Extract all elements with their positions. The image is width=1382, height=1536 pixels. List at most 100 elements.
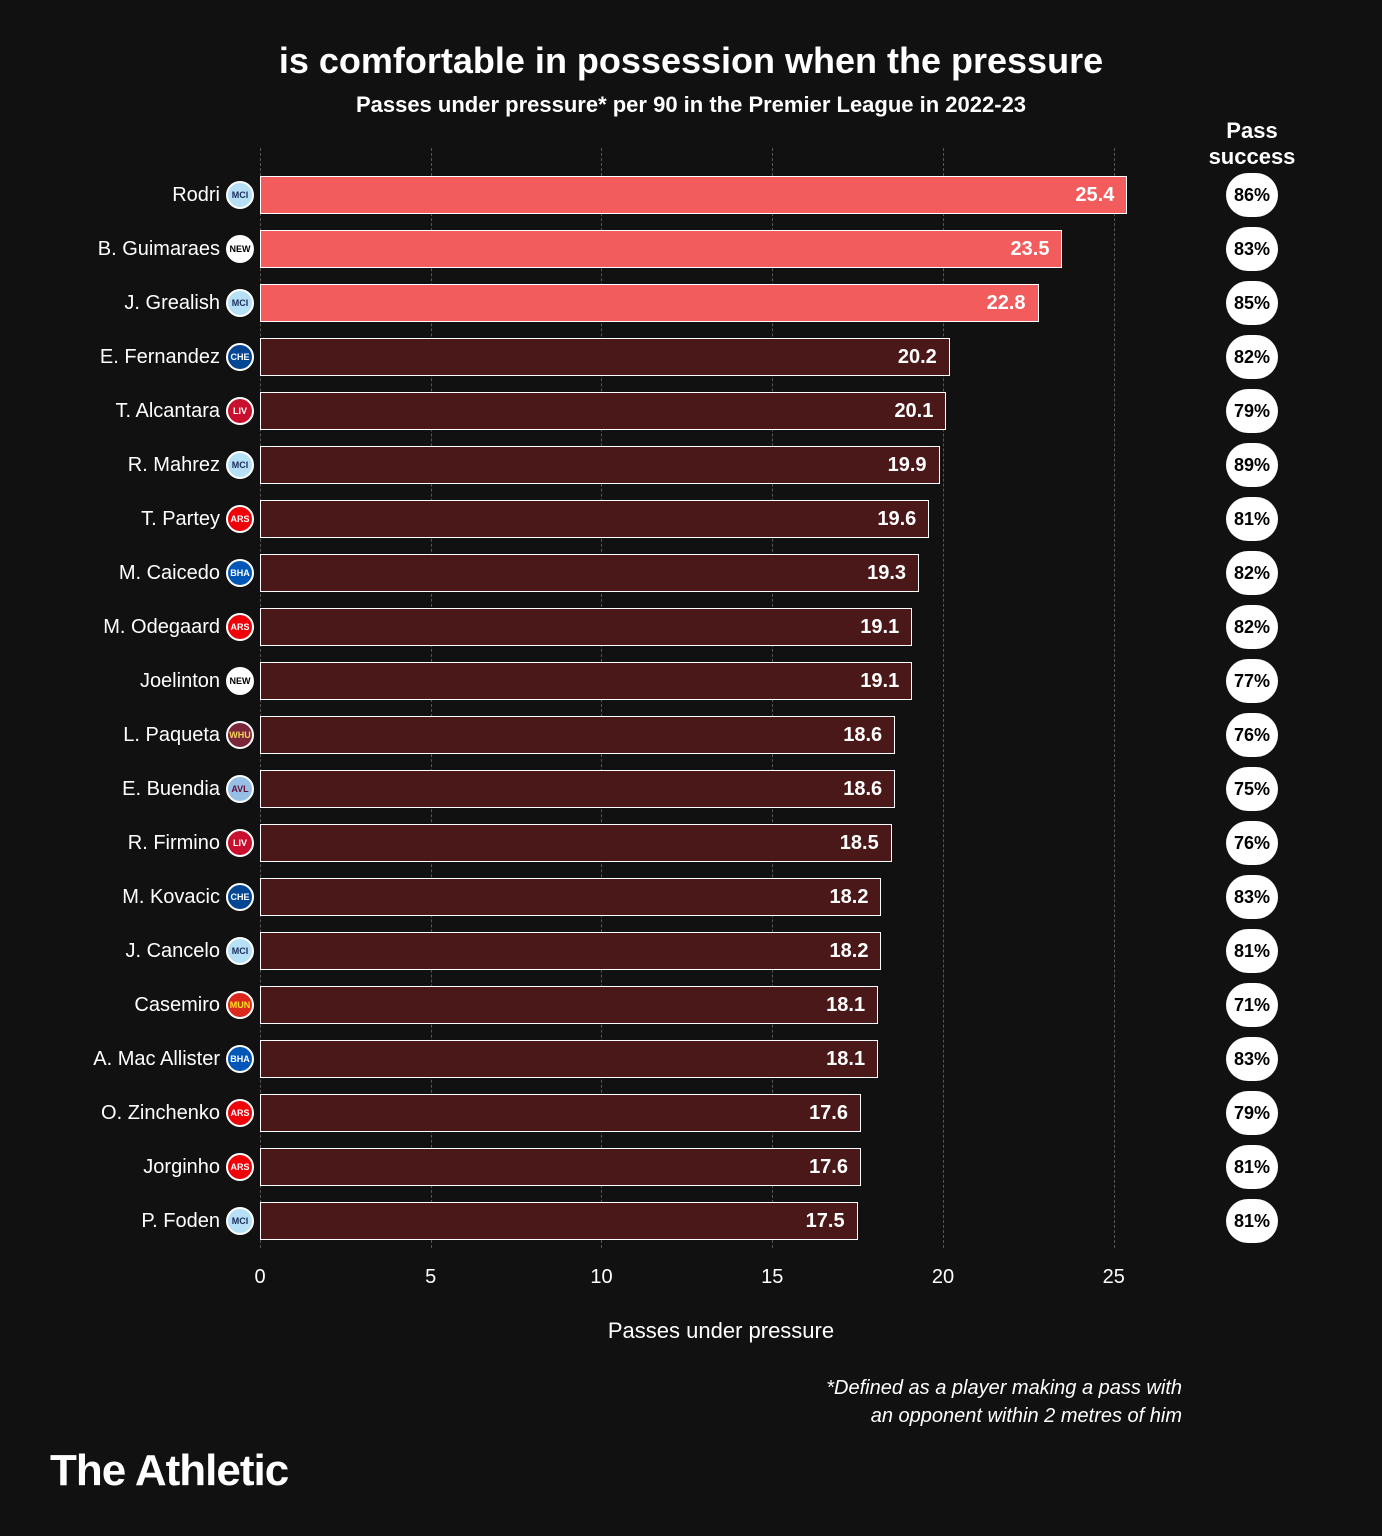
bar: 20.1	[260, 392, 946, 430]
player-label: M. Kovacic	[60, 886, 220, 909]
bar-row: P. FodenMCI17.581%	[260, 1194, 1182, 1248]
x-axis: 0510152025	[260, 1258, 1182, 1298]
success-pill: 81%	[1226, 1199, 1278, 1243]
bar-row: J. GrealishMCI22.885%	[260, 276, 1182, 330]
bar-row: JorginhoARS17.681%	[260, 1140, 1182, 1194]
club-badge-icon: MCI	[226, 451, 254, 479]
bar-row: M. OdegaardARS19.182%	[260, 600, 1182, 654]
bar: 18.1	[260, 1040, 878, 1078]
footnote-line2: an opponent within 2 metres of him	[871, 1405, 1182, 1427]
player-label: L. Paqueta	[60, 724, 220, 747]
player-label: B. Guimaraes	[60, 238, 220, 261]
club-badge-icon: MCI	[226, 289, 254, 317]
bar-row: A. Mac AllisterBHA18.183%	[260, 1032, 1182, 1086]
bar-row: T. AlcantaraLIV20.179%	[260, 384, 1182, 438]
bar-track: 18.6	[260, 716, 1182, 754]
bar: 20.2	[260, 338, 950, 376]
success-pill: 75%	[1226, 767, 1278, 811]
bar: 23.5	[260, 230, 1062, 268]
success-pill: 83%	[1226, 875, 1278, 919]
success-pill: 83%	[1226, 1037, 1278, 1081]
club-badge-icon: AVL	[226, 775, 254, 803]
bar: 17.6	[260, 1148, 861, 1186]
club-badge-icon: MCI	[226, 937, 254, 965]
bar-track: 17.5	[260, 1202, 1182, 1240]
bar-track: 19.1	[260, 662, 1182, 700]
player-label: E. Fernandez	[60, 346, 220, 369]
x-tick: 5	[425, 1266, 436, 1289]
success-wrap: 71%	[1182, 983, 1322, 1027]
brand-logo: The Athletic	[50, 1446, 288, 1496]
success-pill: 82%	[1226, 551, 1278, 595]
footnote: *Defined as a player making a pass with …	[260, 1374, 1182, 1430]
success-pill: 83%	[1226, 227, 1278, 271]
bar: 18.1	[260, 986, 878, 1024]
club-badge-icon: WHU	[226, 721, 254, 749]
player-label: Joelinton	[60, 670, 220, 693]
bar: 18.2	[260, 878, 881, 916]
bar-track: 18.2	[260, 932, 1182, 970]
success-pill: 79%	[1226, 1091, 1278, 1135]
pass-success-header: Pass success	[1182, 118, 1322, 170]
player-label: M. Caicedo	[60, 562, 220, 585]
success-wrap: 81%	[1182, 929, 1322, 973]
bar: 19.6	[260, 500, 929, 538]
x-tick: 15	[761, 1266, 783, 1289]
bar: 18.6	[260, 716, 895, 754]
bar: 19.3	[260, 554, 919, 592]
success-pill: 81%	[1226, 929, 1278, 973]
club-badge-icon: BHA	[226, 1045, 254, 1073]
bar-row: R. MahrezMCI19.989%	[260, 438, 1182, 492]
success-wrap: 81%	[1182, 1199, 1322, 1243]
bar-track: 19.6	[260, 500, 1182, 538]
bar-track: 18.5	[260, 824, 1182, 862]
success-pill: 89%	[1226, 443, 1278, 487]
bar: 17.5	[260, 1202, 858, 1240]
club-badge-icon: BHA	[226, 559, 254, 587]
bar-row: JoelintonNEW19.177%	[260, 654, 1182, 708]
bar-track: 19.1	[260, 608, 1182, 646]
success-wrap: 82%	[1182, 605, 1322, 649]
player-label: P. Foden	[60, 1210, 220, 1233]
success-wrap: 86%	[1182, 173, 1322, 217]
bar-row: RodriMCI25.486%	[260, 168, 1182, 222]
bar-rows: RodriMCI25.486%B. GuimaraesNEW23.583%J. …	[260, 148, 1182, 1248]
player-label: M. Odegaard	[60, 616, 220, 639]
chart-title: is comfortable in possession when the pr…	[60, 40, 1322, 82]
success-pill: 81%	[1226, 1145, 1278, 1189]
success-pill: 82%	[1226, 335, 1278, 379]
success-pill: 77%	[1226, 659, 1278, 703]
success-pill: 82%	[1226, 605, 1278, 649]
x-tick: 20	[932, 1266, 954, 1289]
success-wrap: 82%	[1182, 335, 1322, 379]
bar: 18.2	[260, 932, 881, 970]
club-badge-icon: LIV	[226, 397, 254, 425]
bar-row: L. PaquetaWHU18.676%	[260, 708, 1182, 762]
club-badge-icon: LIV	[226, 829, 254, 857]
player-label: J. Grealish	[60, 292, 220, 315]
bar-row: B. GuimaraesNEW23.583%	[260, 222, 1182, 276]
x-tick: 0	[254, 1266, 265, 1289]
chart-area: Pass success RodriMCI25.486%B. Guimaraes…	[260, 148, 1182, 1430]
bar: 19.1	[260, 662, 912, 700]
bar-row: E. BuendiaAVL18.675%	[260, 762, 1182, 816]
player-label: A. Mac Allister	[60, 1048, 220, 1071]
player-label: Casemiro	[60, 994, 220, 1017]
club-badge-icon: MUN	[226, 991, 254, 1019]
bar-row: R. FirminoLIV18.576%	[260, 816, 1182, 870]
bar-row: J. CanceloMCI18.281%	[260, 924, 1182, 978]
club-badge-icon: NEW	[226, 235, 254, 263]
club-badge-icon: ARS	[226, 1099, 254, 1127]
success-wrap: 77%	[1182, 659, 1322, 703]
player-label: Rodri	[60, 184, 220, 207]
club-badge-icon: NEW	[226, 667, 254, 695]
player-label: Jorginho	[60, 1156, 220, 1179]
bar-row: CasemiroMUN18.171%	[260, 978, 1182, 1032]
success-pill: 71%	[1226, 983, 1278, 1027]
success-wrap: 76%	[1182, 821, 1322, 865]
player-label: R. Mahrez	[60, 454, 220, 477]
player-label: T. Partey	[60, 508, 220, 531]
success-wrap: 89%	[1182, 443, 1322, 487]
bar-row: E. FernandezCHE20.282%	[260, 330, 1182, 384]
bar-track: 19.3	[260, 554, 1182, 592]
